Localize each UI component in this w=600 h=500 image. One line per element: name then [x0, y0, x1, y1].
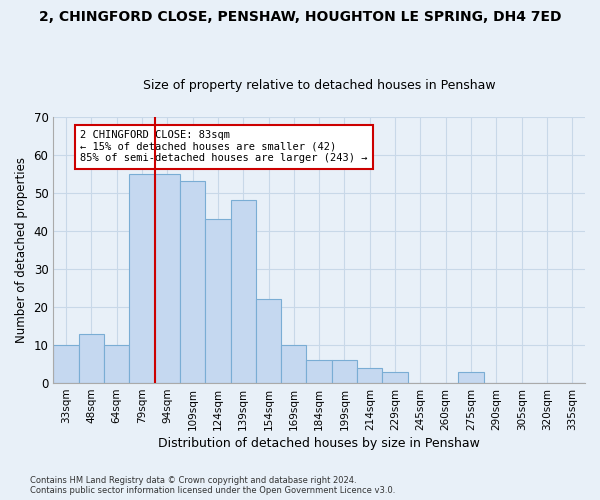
Bar — [129, 174, 155, 383]
Bar — [281, 345, 307, 383]
X-axis label: Distribution of detached houses by size in Penshaw: Distribution of detached houses by size … — [158, 437, 480, 450]
Bar — [230, 200, 256, 383]
Bar — [382, 372, 408, 383]
Bar — [155, 174, 180, 383]
Bar — [307, 360, 332, 383]
Bar — [256, 300, 281, 383]
Text: 2 CHINGFORD CLOSE: 83sqm
← 15% of detached houses are smaller (42)
85% of semi-d: 2 CHINGFORD CLOSE: 83sqm ← 15% of detach… — [80, 130, 367, 164]
Bar — [332, 360, 357, 383]
Title: Size of property relative to detached houses in Penshaw: Size of property relative to detached ho… — [143, 79, 496, 92]
Bar — [180, 182, 205, 383]
Bar — [205, 220, 230, 383]
Text: 2, CHINGFORD CLOSE, PENSHAW, HOUGHTON LE SPRING, DH4 7ED: 2, CHINGFORD CLOSE, PENSHAW, HOUGHTON LE… — [39, 10, 561, 24]
Bar — [458, 372, 484, 383]
Text: Contains HM Land Registry data © Crown copyright and database right 2024.
Contai: Contains HM Land Registry data © Crown c… — [30, 476, 395, 495]
Bar — [357, 368, 382, 383]
Bar — [104, 345, 129, 383]
Y-axis label: Number of detached properties: Number of detached properties — [15, 157, 28, 343]
Bar — [79, 334, 104, 383]
Bar — [53, 345, 79, 383]
